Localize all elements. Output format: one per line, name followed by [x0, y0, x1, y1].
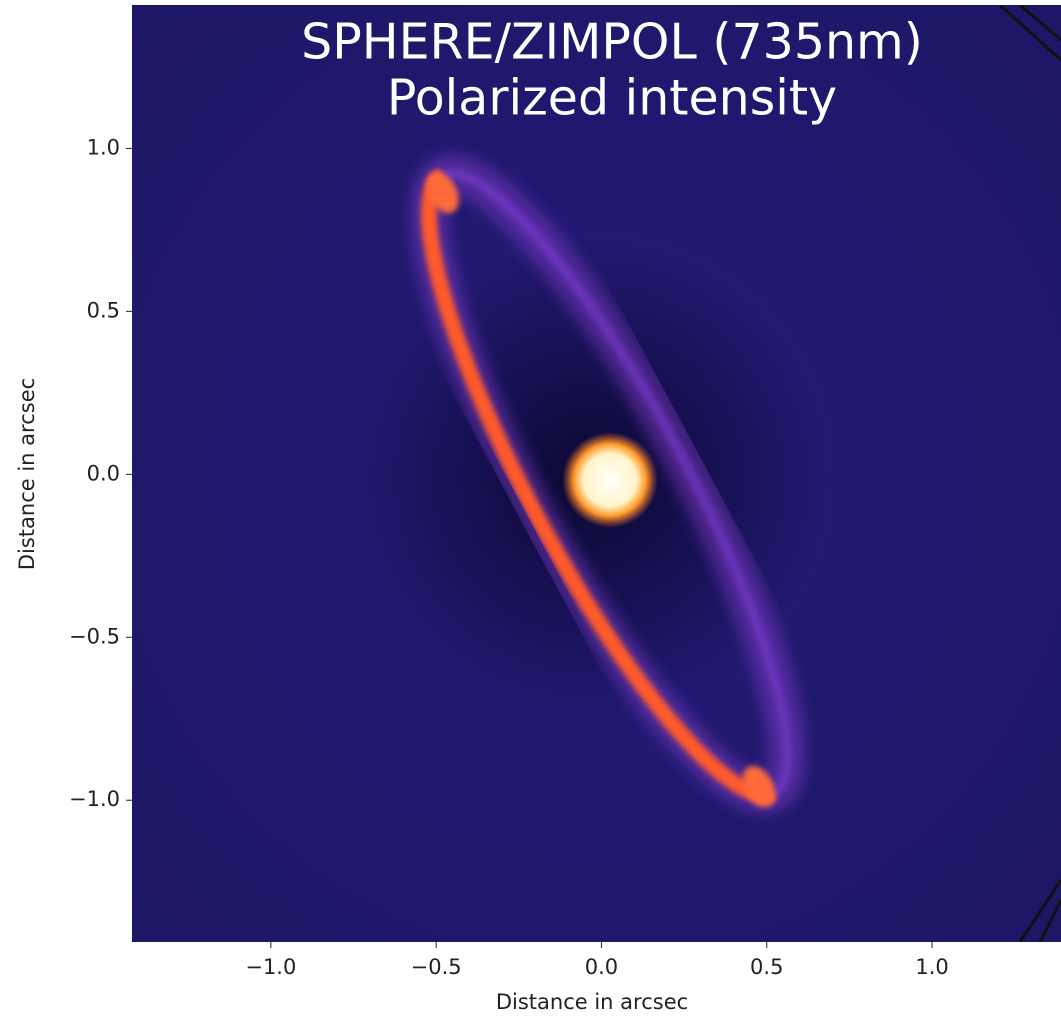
y-tick-label: −1.0 [69, 787, 120, 811]
ansa [426, 172, 459, 214]
ansa [742, 766, 776, 808]
edge-artifact [998, 5, 1061, 942]
image [132, 5, 1061, 942]
disk-front [420, 168, 778, 803]
x-tick-label: −0.5 [411, 955, 462, 979]
chart-subtitle: Polarized intensity [387, 70, 837, 127]
y-tick-label: 0.0 [87, 461, 120, 485]
y-tick-label: −0.5 [69, 624, 120, 648]
x-tick-label: 1.0 [915, 955, 948, 979]
chart-title: SPHERE/ZIMPOL (735nm) [301, 14, 923, 71]
x-tick-label: −1.0 [245, 955, 296, 979]
y-axis-label: Distance in arcsec [15, 378, 39, 570]
x-tick-label: 0.5 [750, 955, 783, 979]
y-tick-label: 0.5 [87, 298, 120, 322]
y-tick-label: 1.0 [87, 135, 120, 159]
disk-back [440, 168, 793, 797]
x-tick-label: 0.0 [585, 955, 618, 979]
x-axis-label: Distance in arcsec [496, 990, 688, 1014]
core [562, 432, 658, 528]
